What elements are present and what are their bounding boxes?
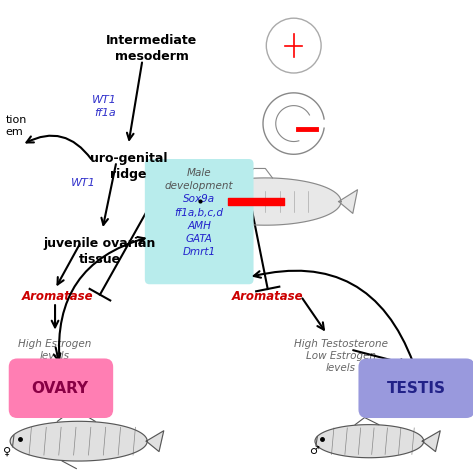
Text: ♀: ♀ (3, 447, 11, 456)
Text: WT1: WT1 (71, 178, 96, 188)
Text: Aromatase: Aromatase (22, 290, 93, 302)
FancyBboxPatch shape (9, 358, 113, 418)
Text: High Estrogen
levels: High Estrogen levels (18, 338, 92, 361)
Text: Intermediate
mesoderm: Intermediate mesoderm (106, 34, 198, 63)
Text: juvenile ovarian
tissue: juvenile ovarian tissue (44, 237, 156, 266)
Text: WT1
ff1a: WT1 ff1a (92, 95, 117, 118)
Polygon shape (10, 421, 147, 461)
Text: Aromatase: Aromatase (232, 290, 303, 302)
Text: OVARY: OVARY (31, 381, 88, 396)
Text: ♂: ♂ (309, 447, 319, 456)
Text: High Testosterone
Low Estrogen
levels: High Testosterone Low Estrogen levels (294, 338, 388, 374)
Polygon shape (338, 190, 357, 213)
Text: Sox9a
ff1a,b,c,d
AMH
GATA
Dmrt1: Sox9a ff1a,b,c,d AMH GATA Dmrt1 (175, 194, 224, 257)
Text: ♂: ♂ (177, 191, 188, 203)
Text: Male
development: Male development (165, 168, 234, 191)
Text: tion
em: tion em (5, 115, 27, 137)
Text: TESTIS: TESTIS (387, 381, 446, 396)
FancyBboxPatch shape (145, 159, 254, 284)
FancyBboxPatch shape (358, 358, 474, 418)
Polygon shape (146, 431, 164, 452)
Polygon shape (422, 431, 440, 452)
Polygon shape (315, 425, 424, 458)
Polygon shape (190, 178, 341, 225)
Text: uro-genital
ridge: uro-genital ridge (90, 152, 167, 181)
